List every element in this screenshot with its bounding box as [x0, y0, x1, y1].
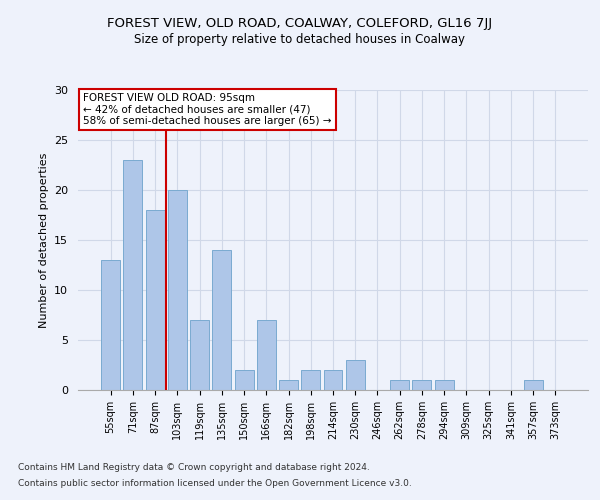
Bar — [190, 320, 209, 390]
Bar — [168, 190, 187, 390]
Bar — [412, 380, 431, 390]
Text: Contains public sector information licensed under the Open Government Licence v3: Contains public sector information licen… — [18, 478, 412, 488]
Bar — [301, 370, 320, 390]
Bar — [390, 380, 409, 390]
Text: Contains HM Land Registry data © Crown copyright and database right 2024.: Contains HM Land Registry data © Crown c… — [18, 464, 370, 472]
Bar — [212, 250, 231, 390]
Bar — [124, 160, 142, 390]
Bar — [257, 320, 276, 390]
Bar — [524, 380, 542, 390]
Bar — [101, 260, 120, 390]
Y-axis label: Number of detached properties: Number of detached properties — [38, 152, 49, 328]
Bar — [279, 380, 298, 390]
Text: Size of property relative to detached houses in Coalway: Size of property relative to detached ho… — [134, 32, 466, 46]
Bar — [346, 360, 365, 390]
Bar — [235, 370, 254, 390]
Bar — [435, 380, 454, 390]
Text: FOREST VIEW OLD ROAD: 95sqm
← 42% of detached houses are smaller (47)
58% of sem: FOREST VIEW OLD ROAD: 95sqm ← 42% of det… — [83, 93, 332, 126]
Bar — [323, 370, 343, 390]
Text: FOREST VIEW, OLD ROAD, COALWAY, COLEFORD, GL16 7JJ: FOREST VIEW, OLD ROAD, COALWAY, COLEFORD… — [107, 18, 493, 30]
Bar — [146, 210, 164, 390]
